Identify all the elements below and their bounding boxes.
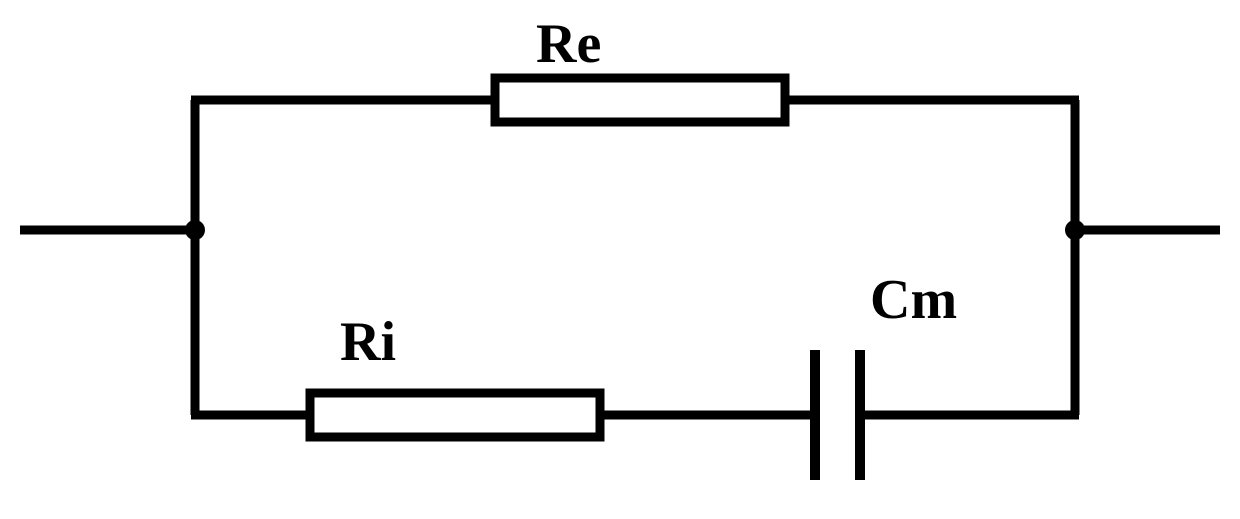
circuit-diagram: Re Ri Cm [0,0,1240,514]
circuit-svg [0,0,1240,514]
label-cm: Cm [870,268,957,332]
label-re: Re [536,12,601,76]
label-ri: Ri [340,310,396,374]
resistor-ri [310,393,600,437]
resistor-re [495,78,785,122]
